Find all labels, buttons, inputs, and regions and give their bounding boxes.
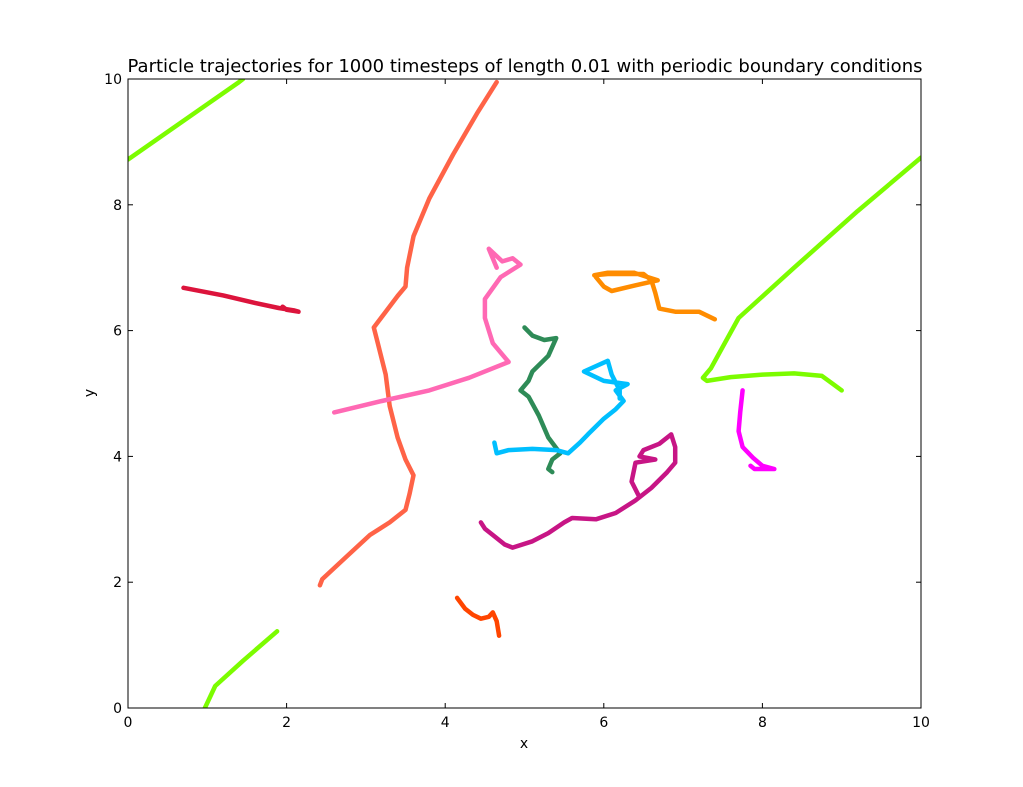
- x-tick-label: 4: [441, 715, 450, 731]
- x-tick-label: 0: [124, 715, 133, 731]
- trajectory-5-segment-1: [592, 270, 718, 322]
- trajectory-3-segment-2: [202, 629, 280, 708]
- plot-frame: [127, 78, 922, 709]
- chart-title: Particle trajectories for 1000 timesteps…: [128, 56, 923, 77]
- series-layer: [128, 79, 921, 708]
- trajectory-9-segment-1: [736, 388, 777, 472]
- y-tick-label: 4: [113, 449, 122, 465]
- x-tick-label: 10: [912, 715, 930, 731]
- y-axis-label: y: [82, 389, 98, 397]
- trajectory-3-segment-1: [128, 79, 246, 162]
- x-axis-label: x: [520, 736, 528, 752]
- x-tick-label: 8: [758, 715, 767, 731]
- y-tick-label: 2: [113, 575, 122, 591]
- y-tick-label: 0: [113, 701, 122, 717]
- trajectory-2-segment-1: [317, 79, 499, 588]
- trajectory-8-segment-1: [478, 432, 678, 550]
- trajectory-7-segment-1: [492, 358, 630, 456]
- x-tick-label: 6: [599, 715, 608, 731]
- ticks-layer: 0 2 4 6 8 10 0 2 4 6 8 10: [104, 72, 930, 731]
- trajectory-4-segment-1: [331, 246, 523, 415]
- trajectory-3-segment-3: [700, 155, 921, 393]
- trajectory-10-segment-1: [454, 595, 502, 638]
- x-tick-label: 2: [282, 715, 291, 731]
- y-tick-label: 8: [113, 198, 122, 214]
- y-tick-label: 6: [113, 324, 122, 340]
- trajectory-6-segment-1: [518, 325, 563, 475]
- trajectory-1-segment-1: [181, 285, 301, 314]
- y-tick-label: 10: [104, 72, 122, 88]
